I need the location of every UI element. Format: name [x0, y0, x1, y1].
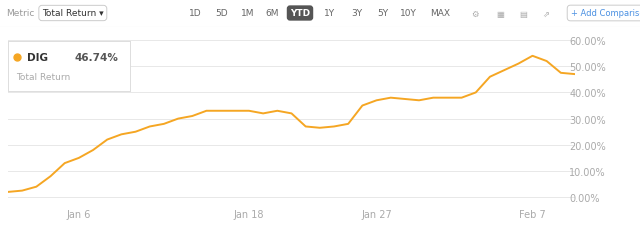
Text: 6M: 6M [265, 10, 279, 18]
Text: 46.74%: 46.74% [75, 52, 119, 62]
Text: 3Y: 3Y [351, 10, 363, 18]
Text: ⚙: ⚙ [471, 10, 479, 18]
Text: ⇗: ⇗ [543, 10, 550, 18]
Text: MAX: MAX [430, 10, 450, 18]
Text: 5D: 5D [216, 10, 228, 18]
Text: 1D: 1D [189, 10, 202, 18]
Text: ▦: ▦ [496, 10, 504, 18]
Text: Metric: Metric [6, 10, 35, 18]
Text: 1M: 1M [241, 10, 255, 18]
Text: DIG: DIG [28, 52, 49, 62]
Text: 5Y: 5Y [378, 10, 388, 18]
Text: 1Y: 1Y [324, 10, 335, 18]
Text: Total Return: Total Return [17, 73, 71, 82]
Text: 10Y: 10Y [399, 10, 417, 18]
Text: ▤: ▤ [519, 10, 527, 18]
Text: Total Return ▾: Total Return ▾ [42, 10, 104, 18]
Text: + Add Comparison: + Add Comparison [571, 10, 640, 18]
Text: YTD: YTD [290, 10, 310, 18]
